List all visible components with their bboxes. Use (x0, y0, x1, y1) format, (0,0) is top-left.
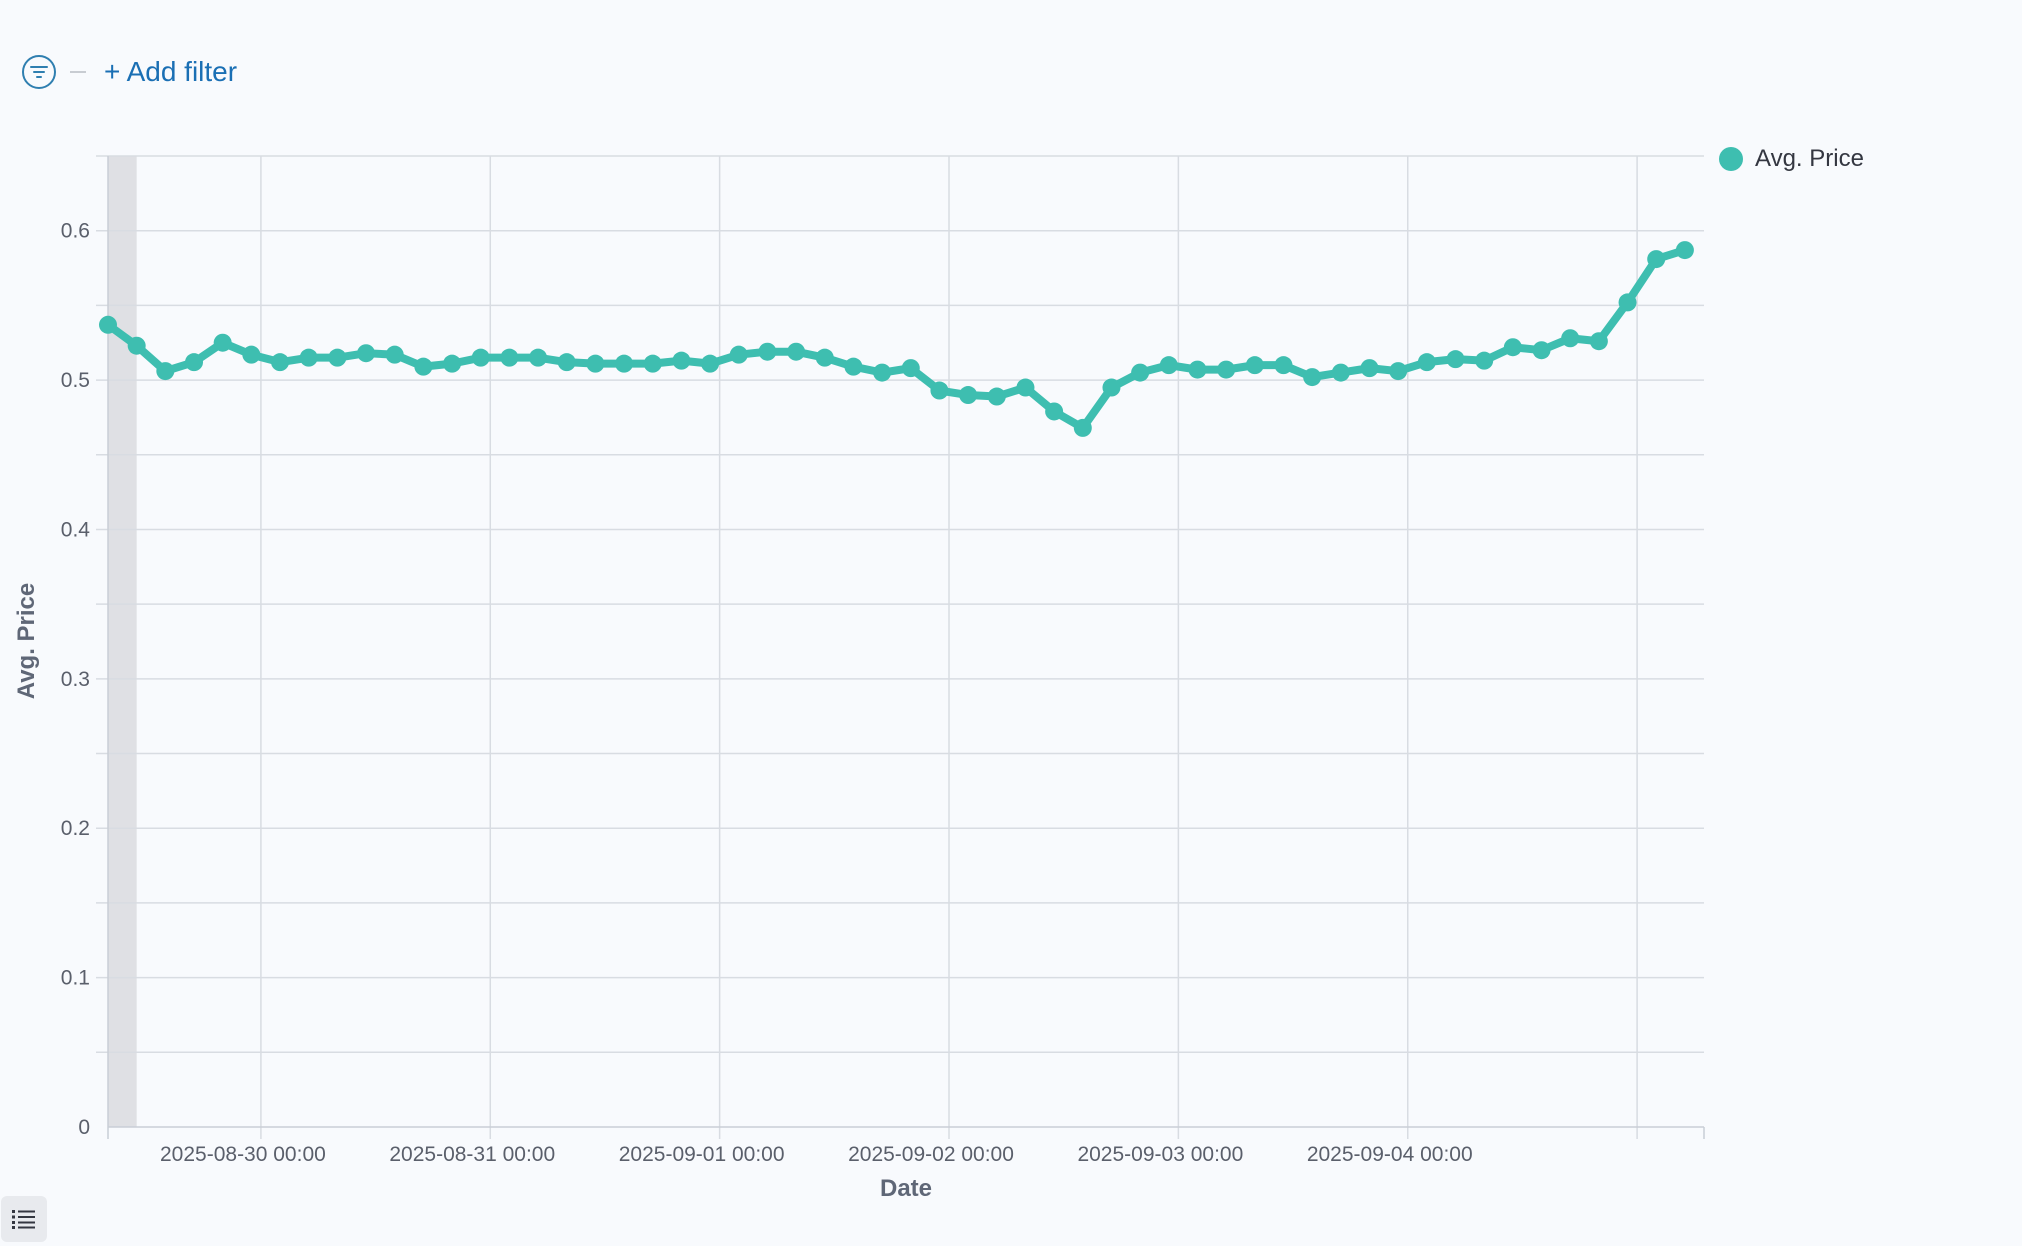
data-point (901, 359, 920, 378)
data-point (1446, 350, 1465, 369)
x-tick-label: 2025-09-03 00:00 (1077, 1143, 1243, 1166)
data-point (930, 381, 949, 400)
y-tick-label: 0.2 (61, 817, 90, 840)
data-point (701, 354, 720, 373)
data-point (1503, 338, 1522, 357)
data-point (529, 348, 548, 367)
data-point (1561, 329, 1580, 348)
data-point (213, 333, 232, 352)
y-tick-label: 0.5 (61, 369, 90, 392)
data-point (1389, 362, 1408, 381)
data-point (1475, 351, 1494, 370)
x-tick-label: 2025-09-01 00:00 (619, 1143, 785, 1166)
data-point (500, 348, 519, 367)
data-point (1188, 360, 1207, 379)
data-point (1045, 402, 1064, 421)
list-toggle-button[interactable] (1, 1196, 47, 1242)
data-point (1159, 356, 1178, 375)
data-point (1102, 378, 1121, 397)
x-tick-label: 2025-08-30 00:00 (160, 1143, 326, 1166)
data-point (1303, 368, 1322, 387)
data-point (414, 357, 433, 376)
data-point (1217, 360, 1236, 379)
data-point (1331, 363, 1350, 382)
y-tick-label: 0.6 (61, 220, 90, 243)
data-point (1675, 241, 1694, 260)
data-point (615, 354, 634, 373)
data-point (815, 348, 834, 367)
y-tick-label: 0.3 (61, 668, 90, 691)
data-point (643, 354, 662, 373)
data-point (672, 351, 691, 370)
legend-item-avg-price[interactable]: Avg. Price (1719, 145, 1864, 173)
partial-bucket-band (108, 156, 137, 1127)
data-point (959, 386, 978, 405)
data-point (844, 357, 863, 376)
data-point (1073, 418, 1092, 437)
data-point (987, 387, 1006, 406)
data-point (1274, 356, 1293, 375)
filter-separator (70, 71, 86, 73)
data-point (557, 353, 576, 372)
data-point (729, 345, 748, 364)
data-point (271, 353, 290, 372)
data-point (787, 342, 806, 361)
filter-bar: + Add filter (22, 52, 237, 92)
data-point (1245, 356, 1264, 375)
series-line (104, 246, 1689, 432)
data-point (1417, 353, 1436, 372)
data-point (1532, 341, 1551, 360)
data-point (185, 353, 204, 372)
data-point (758, 342, 777, 361)
data-point (385, 345, 404, 364)
x-axis-title: Date (880, 1175, 932, 1202)
data-point (443, 354, 462, 373)
legend-label: Avg. Price (1755, 145, 1864, 172)
data-point (99, 315, 117, 334)
data-point (1647, 250, 1666, 269)
x-tick-label: 2025-08-31 00:00 (389, 1143, 555, 1166)
legend-color-dot (1719, 147, 1743, 171)
data-point (586, 354, 605, 373)
y-tick-label: 0 (78, 1116, 90, 1139)
data-point (873, 363, 892, 382)
data-point (471, 348, 490, 367)
data-point (357, 344, 376, 363)
data-point (1589, 332, 1608, 351)
y-axis-title: Avg. Price (13, 583, 40, 700)
y-tick-label: 0.4 (61, 518, 91, 541)
data-point (1618, 293, 1637, 312)
y-tick-label: 0.1 (61, 967, 90, 990)
data-point (1360, 359, 1379, 378)
data-point (242, 345, 261, 364)
add-filter-button[interactable]: + Add filter (104, 56, 238, 87)
x-tick-label: 2025-09-04 00:00 (1307, 1143, 1473, 1166)
data-point (328, 348, 347, 367)
data-point (127, 336, 146, 355)
data-point (156, 362, 175, 381)
x-tick-label: 2025-09-02 00:00 (848, 1143, 1014, 1166)
data-point (1131, 363, 1150, 382)
data-point (299, 348, 318, 367)
filter-icon[interactable] (22, 55, 56, 89)
data-point (1016, 378, 1035, 397)
list-icon (12, 1210, 35, 1229)
